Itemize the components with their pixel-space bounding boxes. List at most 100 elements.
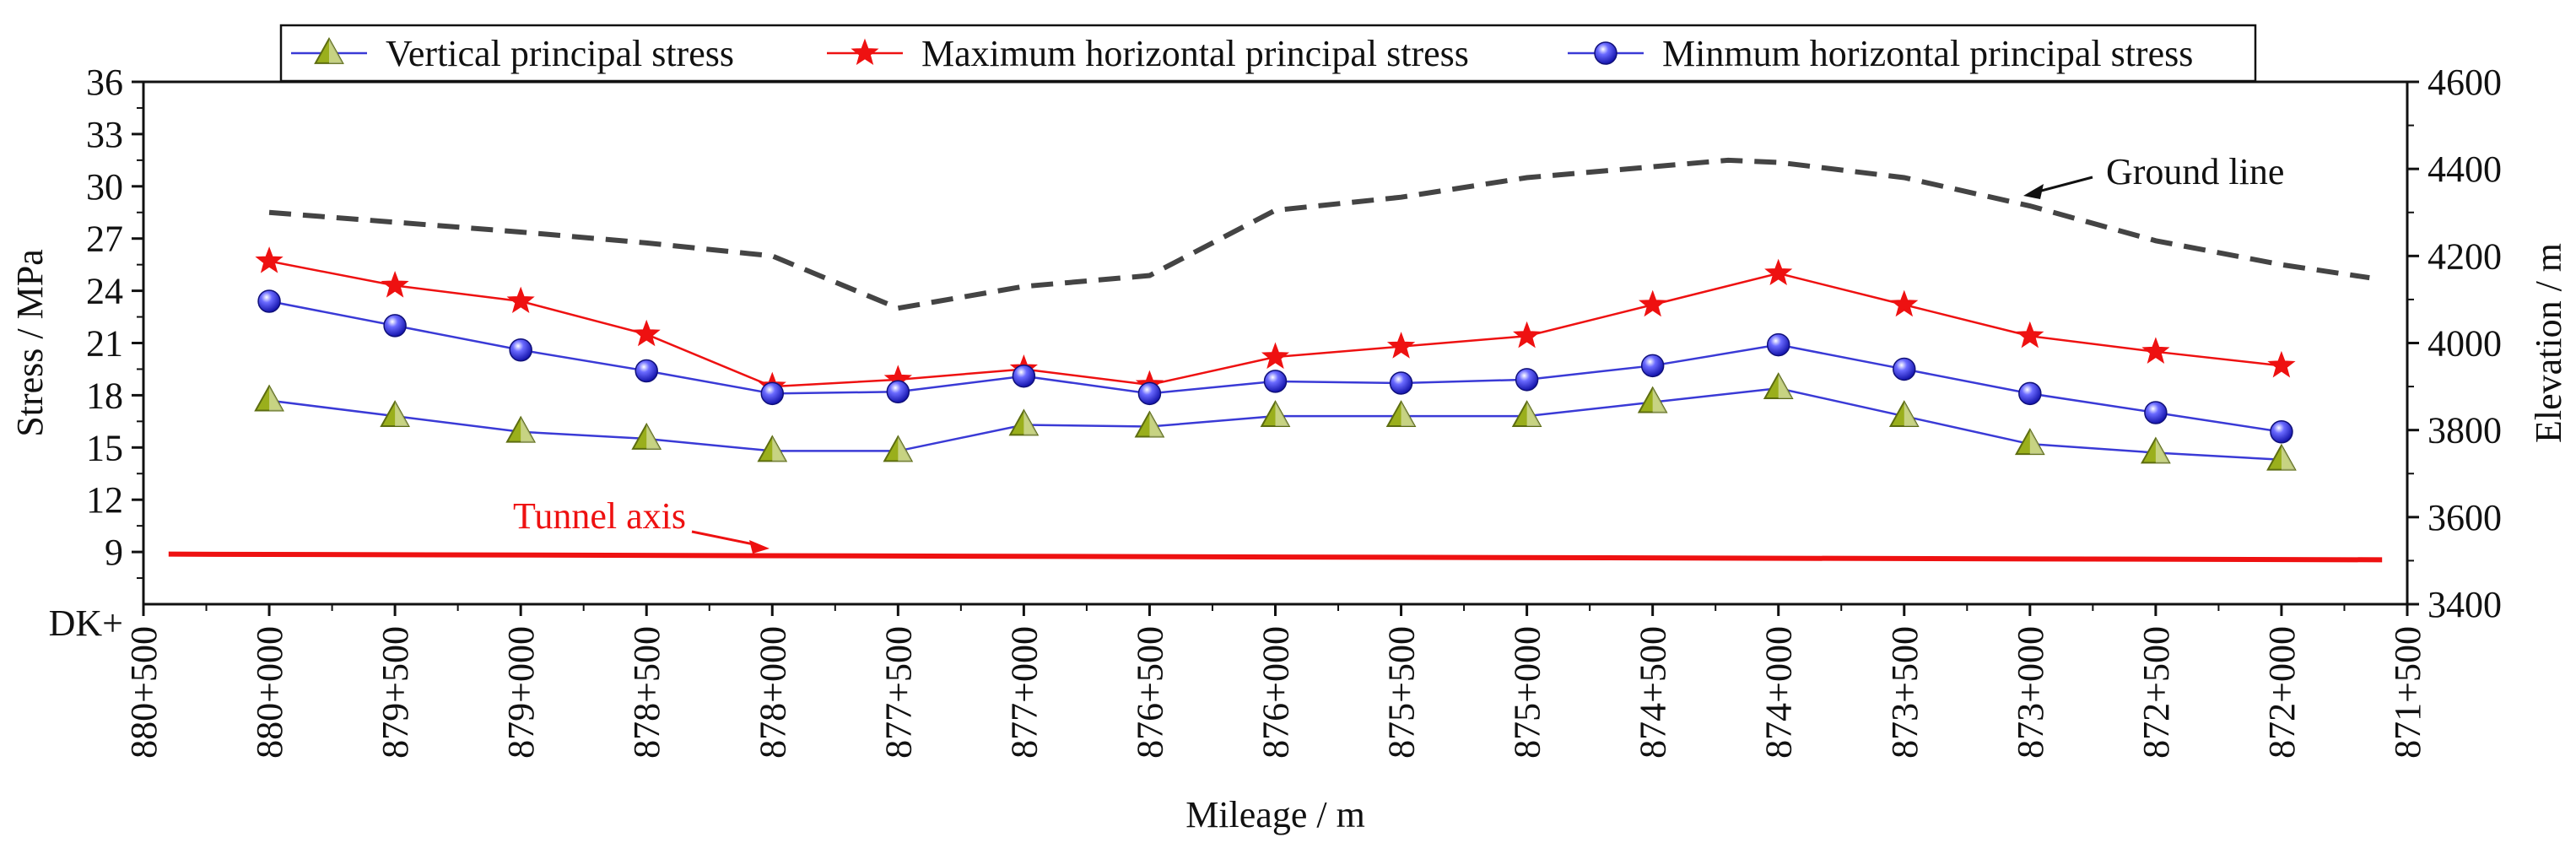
triangle-marker [505, 415, 537, 443]
x-tick-label: 879+500 [375, 626, 416, 759]
ground-line-label: Ground line [2106, 151, 2284, 192]
x-tick-label: 872+500 [2136, 626, 2177, 759]
x-tick-label: 876+000 [1256, 626, 1297, 759]
sphere-marker [1012, 364, 1036, 388]
triangle-highlight [898, 436, 912, 462]
triangle-marker [631, 422, 662, 450]
x-tick-label: 878+000 [752, 626, 793, 759]
x-tick-label: 873+000 [2010, 626, 2051, 759]
x-tick-label: 880+500 [123, 626, 165, 759]
triangle-face [1763, 372, 1794, 400]
triangle-face [505, 415, 537, 443]
series-group [254, 246, 2297, 471]
axes-group: 9 12 15 18 21 24 27 30 33 36 3400 3600 3800 4000 4200 4… [9, 62, 2569, 835]
legend-item-2: Maximum horizontal principal stress [827, 33, 1469, 74]
triangle-highlight [2155, 438, 2170, 463]
x-tick-label: 879+000 [500, 626, 542, 759]
sphere-marker [383, 314, 407, 338]
legend-item-1: Vertical principal stress [291, 33, 734, 74]
triangle-highlight [646, 424, 661, 449]
triangle-highlight [521, 417, 535, 442]
star-marker [1639, 289, 1667, 317]
triangle-face [254, 384, 284, 412]
x-tick-label: 877+000 [1003, 626, 1045, 759]
y-right-tick-label: 4200 [2427, 235, 2502, 277]
sphere-marker [1263, 370, 1288, 393]
y-left-tick-label: 33 [86, 114, 123, 155]
star-marker [255, 246, 284, 273]
star-marker [2016, 321, 2044, 349]
star-marker [2141, 337, 2170, 364]
y-left-tick-label: 15 [86, 427, 123, 468]
series-line [268, 260, 2282, 388]
sphere-marker [1893, 357, 1916, 381]
triangle-face [1008, 408, 1040, 436]
y-right-tick-label: 4400 [2427, 149, 2502, 190]
triangle-marker [1008, 408, 1040, 436]
star-marker [1386, 332, 1416, 359]
sphere-marker [2018, 381, 2042, 406]
star-marker [1764, 258, 1793, 286]
y-right-axis-title: Elevation / m [2528, 243, 2569, 443]
triangle-face [757, 435, 788, 462]
y-left-tick-label: 36 [86, 62, 123, 103]
triangle-marker [1134, 410, 1165, 438]
triangle-highlight [1023, 410, 1038, 435]
x-tick-label: 873+500 [1884, 626, 1925, 759]
ground-line-arrow-head [2023, 184, 2044, 199]
triangle-face [1637, 386, 1668, 413]
triangle-marker [380, 400, 410, 428]
y-right-tick-label: 3800 [2427, 410, 2502, 451]
triangle-face [2141, 436, 2171, 464]
triangle-face [1888, 400, 1920, 428]
y-left-tick-label: 24 [86, 271, 123, 312]
sphere-marker [2270, 419, 2293, 444]
y-left-tick-label: 18 [86, 375, 123, 416]
x-tick-label: 880+000 [249, 626, 290, 759]
triangle-highlight [1275, 402, 1289, 427]
triangle-highlight [329, 39, 343, 63]
tunnel-axis-line [168, 551, 2383, 563]
triangle-marker [2141, 436, 2171, 464]
y-left-tick-label: 30 [86, 166, 123, 208]
y-right-tick-label: 4600 [2427, 62, 2502, 103]
x-tick-label: 872+000 [2261, 626, 2303, 759]
legend-item-3: Minmum horizontal principal stress [1568, 33, 2193, 74]
x-tick-label: 878+500 [626, 626, 667, 759]
triangle-highlight [1526, 402, 1541, 427]
triangle-face [1134, 410, 1165, 438]
y-left-axis-title: Stress / MPa [9, 249, 51, 436]
legend-box [279, 24, 2257, 83]
y-right-tick-label: 3600 [2427, 497, 2502, 538]
tunnel-axis-arrow-shaft [691, 530, 759, 547]
x-tick-label: 875+500 [1381, 626, 1423, 759]
star-marker [851, 38, 879, 66]
x-tick-label: 871+500 [2387, 626, 2428, 759]
sphere-marker [2144, 401, 2168, 424]
triangle-highlight [772, 436, 786, 462]
triangle-highlight [1401, 402, 1415, 427]
triangle-highlight [2029, 430, 2044, 455]
x-tick-label: 875+000 [1507, 626, 1548, 759]
triangle-face [883, 435, 914, 462]
triangle-face [1385, 400, 1417, 428]
x-prefix-label: DK+ [49, 603, 123, 644]
star-marker [506, 286, 535, 314]
sphere-marker [760, 381, 785, 406]
triangle-face [2014, 428, 2045, 456]
star-marker [381, 270, 409, 298]
triangle-highlight [1652, 387, 1666, 413]
x-tick-label: 877+500 [878, 626, 919, 759]
triangle-marker [1637, 386, 1668, 413]
triangle-marker [314, 36, 344, 64]
triangle-marker [2266, 443, 2297, 471]
x-axis-title: Mileage / m [1185, 794, 1365, 835]
tunnel-axis-arrow-head [749, 540, 770, 554]
triangle-highlight [395, 402, 409, 427]
triangle-face [2266, 443, 2297, 471]
sphere-marker [1515, 368, 1539, 392]
legend-label: Maximum horizontal principal stress [921, 33, 1469, 74]
sphere-marker [257, 289, 281, 313]
